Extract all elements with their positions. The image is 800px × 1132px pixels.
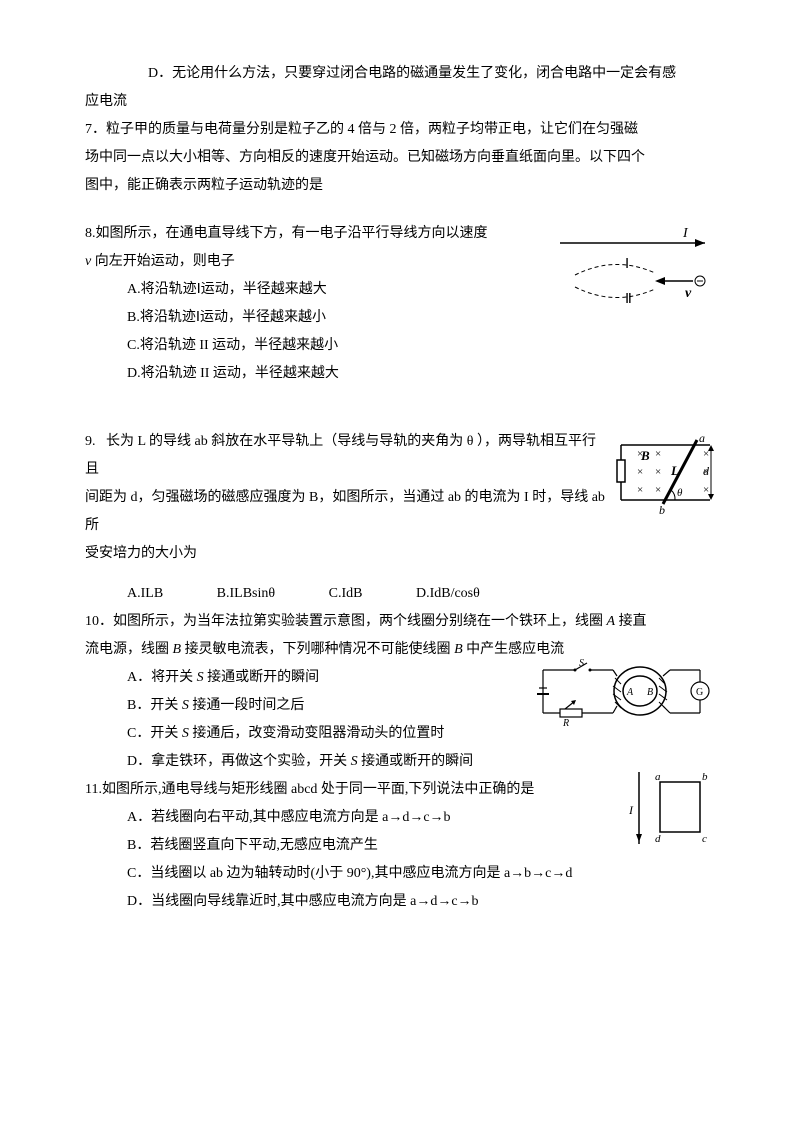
q9-optB: B.ILBsinθ xyxy=(217,586,275,601)
fig10-B: B xyxy=(647,687,653,698)
q8-line1: 如图所示，在通电直导线下方，有一电子沿平行导线方向以速度 xyxy=(96,226,488,241)
q10-figure: S R A B xyxy=(535,658,715,738)
q8-optA: A.将沿轨迹Ⅰ运动，半径越来越大 xyxy=(127,282,327,297)
q7-line2: 场中同一点以大小相等、方向相反的速度开始运动。已知磁场方向垂直纸面向里。以下四个 xyxy=(85,150,645,165)
q10-optD-b: 接通或断开的瞬间 xyxy=(358,754,474,769)
q10-optC-a: C．开关 xyxy=(127,726,182,741)
fig9-theta: θ xyxy=(677,487,683,499)
q9-optC: C.IdB xyxy=(329,586,363,601)
q10-optB-S: S xyxy=(182,698,189,713)
fig8-v: v xyxy=(685,286,692,301)
q9-figure: a b B × × × × × × × × × L d θ xyxy=(615,430,715,515)
q10-optA-a: A．将开关 xyxy=(127,670,197,685)
q6-option-d: D．无论用什么方法，只要穿过闭合电路的磁通量发生了变化，闭合电路中一定会有感 应… xyxy=(85,60,715,116)
q9-line2: 间距为 d，匀强磁场的磁感应强度为 B，如图所示，当通过 ab 的电流为 I 时… xyxy=(85,490,605,533)
q9-line1: 长为 L 的导线 ab 斜放在水平导轨上（导线与导轨的夹角为 θ ），两导轨相互… xyxy=(85,434,596,477)
q8-line2: 向左开始运动，则电子 xyxy=(91,254,235,269)
q9-optA: A.ILB xyxy=(127,586,163,601)
svg-text:×: × xyxy=(637,448,643,460)
q6d-prefix: D． xyxy=(148,66,172,81)
q10-optC-b: 接通后，改变滑动变阻器滑动头的位置时 xyxy=(189,726,445,741)
q8-optD: D.将沿轨迹 II 运动，半径越来越大 xyxy=(127,366,339,381)
fig8-I: I xyxy=(682,226,689,241)
svg-text:×: × xyxy=(703,448,709,460)
fig9-a: a xyxy=(699,431,705,445)
fig8-trace1: Ⅰ xyxy=(625,257,629,272)
q11: I a b c d 11.如图所示,通电导线与矩形线圈 abcd 处于同一平面,… xyxy=(85,776,715,916)
q10: 10．如图所示，为当年法拉第实验装置示意图，两个线圈分别绕在一个铁环上，线圈 A… xyxy=(85,608,715,776)
q8-optC: C.将沿轨迹 II 运动，半径越来越小 xyxy=(127,338,338,353)
q10-optB-a: B．开关 xyxy=(127,698,182,713)
q7-prefix: 7． xyxy=(85,122,106,137)
q10-l2c: 中产生感应电流 xyxy=(463,642,565,657)
fig10-A: A xyxy=(626,687,634,698)
fig9-b: b xyxy=(659,503,665,515)
q10-l1a: 如图所示，为当年法拉第实验装置示意图，两个线圈分别绕在一个铁环上，线圈 xyxy=(113,614,607,629)
fig11-c: c xyxy=(702,833,707,845)
q10-l2-B: B xyxy=(173,642,182,657)
q10-optD-a: D．拿走铁环，再做这个实验，开关 xyxy=(127,754,351,769)
q8: I Ⅰ Ⅱ v 8.如图所示，在通电直导线下方，有一电子沿平行导线方向以速度 v… xyxy=(85,220,715,388)
q9-line3: 受安培力的大小为 xyxy=(85,546,197,561)
svg-text:×: × xyxy=(655,466,661,478)
q10-l1b: 接直 xyxy=(615,614,647,629)
q11-optC: C．当线圈以 ab 边为轴转动时(小于 90°),其中感应电流方向是 a→b→c… xyxy=(127,866,572,881)
q7: 7．粒子甲的质量与电荷量分别是粒子乙的 4 倍与 2 倍，两粒子均带正电，让它们… xyxy=(85,116,715,200)
q11-optA: A．若线圈向右平动,其中感应电流方向是 a→d→c→b xyxy=(127,810,451,825)
q10-l2b: 接灵敏电流表，下列哪种情况不可能使线圈 xyxy=(181,642,454,657)
q7-line1: 粒子甲的质量与电荷量分别是粒子乙的 4 倍与 2 倍，两粒子均带正电，让它们在匀… xyxy=(106,122,638,137)
svg-text:×: × xyxy=(637,484,643,496)
q10-l2a: 流电源，线圈 xyxy=(85,642,173,657)
svg-text:×: × xyxy=(655,484,661,496)
q10-optD-S: S xyxy=(351,754,358,769)
svg-text:×: × xyxy=(637,466,643,478)
q8-prefix: 8. xyxy=(85,226,96,241)
q10-optC-S: S xyxy=(182,726,189,741)
svg-text:×: × xyxy=(655,448,661,460)
fig11-b: b xyxy=(702,771,708,783)
fig8-trace2: Ⅱ xyxy=(625,292,632,307)
q9-optD: D.IdB/cosθ xyxy=(416,586,480,601)
q10-prefix: 10． xyxy=(85,614,113,629)
q11-line1: 如图所示,通电导线与矩形线圈 abcd 处于同一平面,下列说法中正确的是 xyxy=(102,782,534,797)
fig10-S: S xyxy=(579,658,584,669)
q10-optB-b: 接通一段时间之后 xyxy=(189,698,305,713)
q10-l2-B2: B xyxy=(454,642,463,657)
q8-optB: B.将沿轨迹Ⅰ运动，半径越来越小 xyxy=(127,310,326,325)
q11-optB: B．若线圈竖直向下平动,无感应电流产生 xyxy=(127,838,378,853)
q8-figure: I Ⅰ Ⅱ v xyxy=(555,225,715,315)
fig11-I: I xyxy=(628,803,634,817)
fig9-L: L xyxy=(670,463,679,478)
fig10-G: G xyxy=(696,687,703,698)
q11-optD: D．当线圈向导线靠近时,其中感应电流方向是 a→d→c→b xyxy=(127,894,479,909)
q11-prefix: 11. xyxy=(85,782,102,797)
q10-optA-S: S xyxy=(197,670,204,685)
q9: a b B × × × × × × × × × L d θ 9. 长为 L 的导… xyxy=(85,428,715,608)
fig11-d: d xyxy=(655,833,661,845)
fig11-a: a xyxy=(655,771,661,783)
q6d-text2: 应电流 xyxy=(85,94,127,109)
fig10-R: R xyxy=(562,718,569,729)
q7-line3: 图中，能正确表示两粒子运动轨迹的是 xyxy=(85,178,323,193)
q11-figure: I a b c d xyxy=(625,764,715,849)
q6d-text1: 无论用什么方法，只要穿过闭合电路的磁通量发生了变化，闭合电路中一定会有感 xyxy=(172,66,676,81)
fig9-d: d xyxy=(703,464,710,478)
q9-prefix: 9. xyxy=(85,434,96,449)
q10-optA-b: 接通或断开的瞬间 xyxy=(204,670,320,685)
q10-l1-A: A xyxy=(607,614,616,629)
